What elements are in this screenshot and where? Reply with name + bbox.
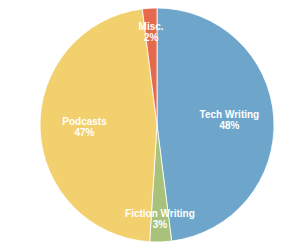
category-label: Misc. [139, 21, 164, 32]
category-label: Tech Writing [200, 109, 260, 120]
data-label: Podcasts47% [62, 116, 107, 138]
category-label: Fiction Writing [125, 208, 195, 219]
pie [40, 8, 274, 242]
data-label: Tech Writing48% [200, 109, 260, 131]
category-label: Podcasts [62, 116, 107, 127]
value-label: 2% [144, 32, 159, 43]
value-label: 47% [74, 127, 94, 138]
value-label: 48% [219, 120, 239, 131]
chart: Tech Writing48% Fiction Writing3% Podcasts… [0, 0, 300, 251]
data-label: Fiction Writing3% [125, 208, 195, 230]
labels: Tech Writing48% Fiction Writing3% Podcasts… [62, 21, 259, 230]
data-label: Misc.2% [139, 21, 164, 43]
value-label: 3% [153, 219, 168, 230]
pie-slice [157, 8, 274, 241]
